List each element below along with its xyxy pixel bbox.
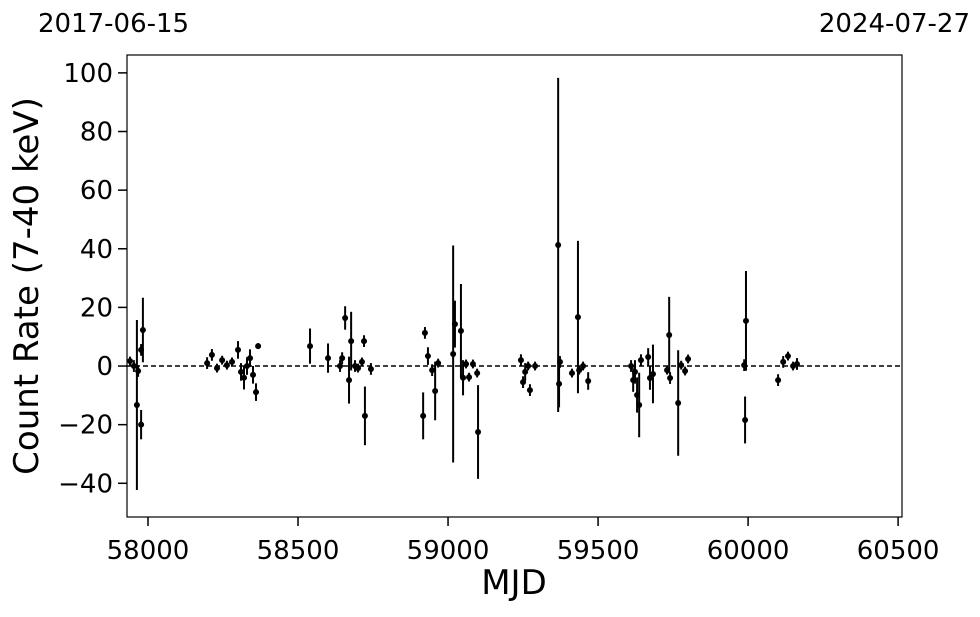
y-tick-label: −20 [58, 411, 113, 441]
data-point [574, 314, 581, 321]
y-axis-label: Count Rate (7-40 keV) [7, 97, 47, 475]
data-point [532, 363, 539, 370]
data-point [522, 368, 529, 375]
data-point [667, 375, 674, 382]
data-point [253, 389, 260, 396]
y-tick-label: 20 [80, 293, 113, 323]
top-right-label: 2024-07-27 [819, 9, 970, 39]
data-point [685, 355, 692, 362]
data-point [525, 363, 532, 370]
data-point [420, 412, 427, 419]
y-tick-label: 100 [63, 59, 113, 89]
data-point [793, 360, 800, 367]
data-point [556, 358, 563, 365]
data-point [307, 343, 314, 350]
data-point [358, 358, 365, 365]
data-point [355, 365, 362, 372]
y-tick-label: 80 [80, 118, 113, 148]
data-point [466, 374, 473, 381]
data-point [631, 368, 638, 375]
x-tick-label: 58000 [107, 536, 190, 566]
data-point [675, 399, 682, 406]
data-point [678, 362, 685, 369]
data-point [346, 377, 353, 384]
data-point [742, 416, 749, 423]
data-point [130, 363, 137, 370]
y-tick-label: 40 [80, 235, 113, 265]
data-point [666, 331, 673, 338]
data-point [241, 374, 248, 381]
x-tick-label: 58500 [257, 536, 340, 566]
data-point [556, 380, 563, 387]
data-point [250, 371, 257, 378]
data-point [463, 360, 470, 367]
data-point [649, 370, 656, 377]
data-point [235, 346, 242, 353]
data-point [139, 326, 146, 333]
data-point [247, 355, 254, 362]
data-point [474, 370, 481, 377]
data-point [450, 351, 457, 358]
data-point [580, 363, 587, 370]
x-tick-label: 60500 [857, 536, 940, 566]
data-point [208, 351, 215, 358]
data-point [342, 314, 349, 321]
data-point [325, 355, 332, 362]
data-point [517, 357, 524, 364]
y-tick-label: 60 [80, 176, 113, 206]
data-point [421, 329, 428, 336]
plot-frame [126, 54, 903, 518]
data-point [568, 370, 575, 377]
data-point [138, 421, 145, 428]
data-point [457, 327, 464, 334]
data-point [628, 363, 635, 370]
data-point [133, 402, 140, 409]
data-point [526, 387, 533, 394]
data-point [424, 353, 431, 360]
data-point [784, 353, 791, 360]
data-point [469, 360, 476, 367]
top-left-label: 2017-06-15 [38, 9, 189, 39]
data-point [238, 368, 245, 375]
data-point [451, 321, 458, 328]
data-point [219, 357, 226, 364]
data-point [429, 367, 436, 374]
data-point [223, 362, 230, 369]
data-point [204, 360, 211, 367]
data-point [637, 357, 644, 364]
data-point [214, 365, 221, 372]
data-point [348, 338, 355, 345]
data-point [636, 402, 643, 409]
data-point [646, 375, 653, 382]
data-point [337, 363, 344, 370]
data-point [460, 374, 467, 381]
data-point [576, 367, 583, 374]
data-point [135, 368, 142, 375]
data-point [555, 241, 562, 248]
data-point [742, 317, 749, 324]
data-point [361, 338, 368, 345]
x-tick-label: 59500 [557, 536, 640, 566]
data-point [244, 363, 251, 370]
data-point [432, 387, 439, 394]
x-tick-label: 60000 [707, 536, 790, 566]
data-point [229, 358, 236, 365]
x-axis-label: MJD [481, 563, 547, 603]
y-tick-label: 0 [96, 352, 113, 382]
data-point [585, 377, 592, 384]
data-point [339, 355, 346, 362]
data-point [127, 358, 134, 365]
y-tick-label: −40 [58, 469, 113, 499]
data-point [475, 428, 482, 435]
data-point [435, 360, 442, 367]
data-point [367, 365, 374, 372]
data-point [775, 377, 782, 384]
data-point [255, 343, 262, 350]
data-point [780, 358, 787, 365]
data-point [645, 353, 652, 360]
x-tick-label: 59000 [407, 536, 490, 566]
data-point [682, 368, 689, 375]
data-point [361, 412, 368, 419]
